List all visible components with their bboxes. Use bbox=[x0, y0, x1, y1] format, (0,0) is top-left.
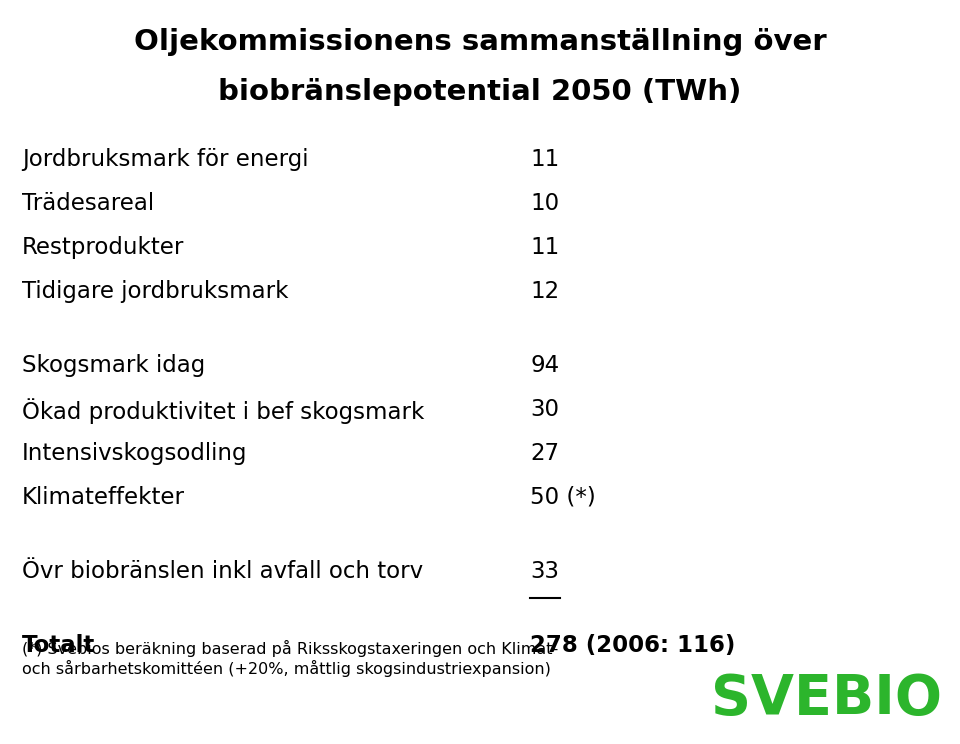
Text: Oljekommissionens sammanställning över: Oljekommissionens sammanställning över bbox=[133, 28, 827, 56]
Text: 278 (2006: 116): 278 (2006: 116) bbox=[530, 634, 735, 657]
Text: 94: 94 bbox=[530, 354, 559, 377]
Text: 30: 30 bbox=[530, 398, 559, 421]
Text: 11: 11 bbox=[530, 236, 560, 259]
Text: 27: 27 bbox=[530, 442, 559, 465]
Text: Intensivskogsodling: Intensivskogsodling bbox=[22, 442, 248, 465]
Text: SVEBIO: SVEBIO bbox=[711, 672, 942, 726]
Text: Tidigare jordbruksmark: Tidigare jordbruksmark bbox=[22, 280, 289, 303]
Text: Ökad produktivitet i bef skogsmark: Ökad produktivitet i bef skogsmark bbox=[22, 398, 424, 424]
Text: Skogsmark idag: Skogsmark idag bbox=[22, 354, 205, 377]
Text: 10: 10 bbox=[530, 192, 559, 215]
Text: Övr biobränslen inkl avfall och torv: Övr biobränslen inkl avfall och torv bbox=[22, 560, 423, 583]
Text: 11: 11 bbox=[530, 148, 560, 171]
Text: (*) Svebios beräkning baserad på Riksskogstaxeringen och Klimat-: (*) Svebios beräkning baserad på Rikssko… bbox=[22, 640, 559, 657]
Text: Trädesareal: Trädesareal bbox=[22, 192, 155, 215]
Text: 50 (*): 50 (*) bbox=[530, 486, 596, 509]
Text: biobränslepotential 2050 (TWh): biobränslepotential 2050 (TWh) bbox=[218, 78, 742, 106]
Text: och sårbarhetskomittéen (+20%, måttlig skogsindustriexpansion): och sårbarhetskomittéen (+20%, måttlig s… bbox=[22, 660, 551, 677]
Text: 33: 33 bbox=[530, 560, 559, 583]
Text: Jordbruksmark för energi: Jordbruksmark för energi bbox=[22, 148, 308, 171]
Text: Klimateffekter: Klimateffekter bbox=[22, 486, 185, 509]
Text: 12: 12 bbox=[530, 280, 559, 303]
Text: Restprodukter: Restprodukter bbox=[22, 236, 184, 259]
Text: Totalt: Totalt bbox=[22, 634, 95, 657]
